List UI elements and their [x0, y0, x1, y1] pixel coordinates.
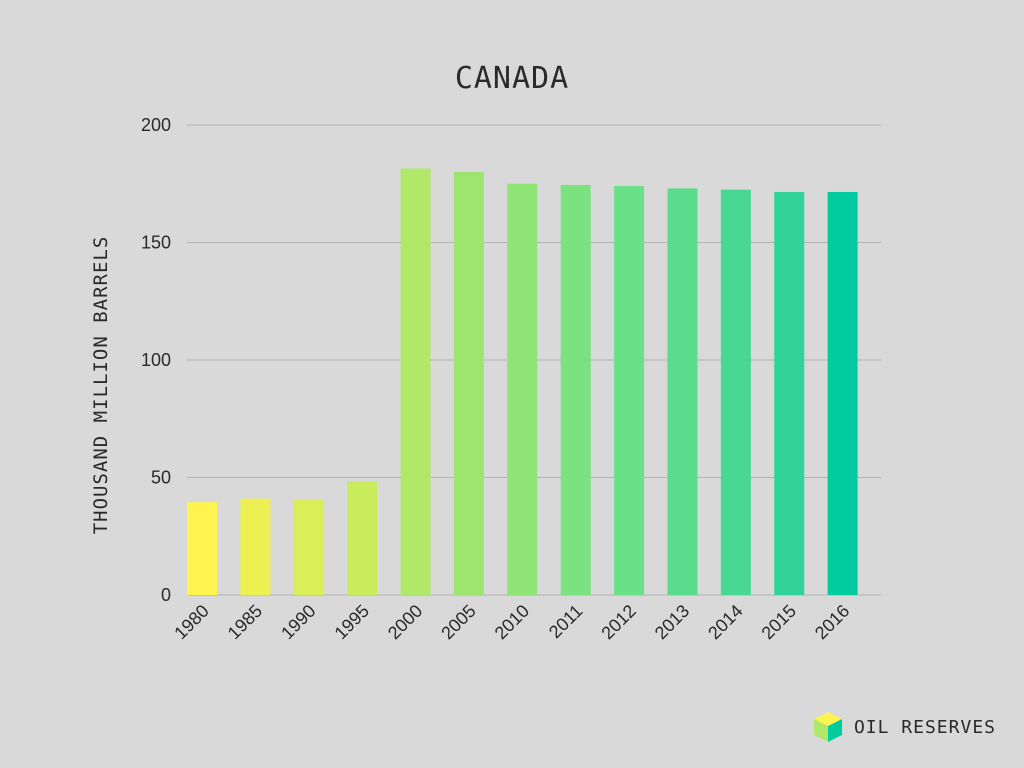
bar-2000: [400, 168, 431, 595]
brand-logo: OIL RESERVES: [812, 710, 996, 744]
y-axis-ticks: 0 50 100 150 200: [141, 115, 171, 605]
x-tick-label-1990: 1990: [277, 601, 319, 643]
x-tick-label-2015: 2015: [758, 601, 800, 643]
y-axis-label: THOUSAND MILLION BARRELS: [90, 236, 112, 535]
bar-2015: [774, 191, 805, 595]
bar-2014: [720, 189, 751, 595]
bar-2013: [667, 188, 698, 595]
x-tick-label-2016: 2016: [811, 601, 853, 643]
chart-title: CANADA: [455, 61, 569, 96]
x-tick-label-1995: 1995: [331, 601, 373, 643]
y-tick-label: 150: [141, 233, 171, 253]
x-tick-label-1985: 1985: [224, 601, 266, 643]
x-tick-label-2005: 2005: [437, 601, 479, 643]
x-tick-label-2014: 2014: [704, 601, 746, 643]
bar-1985: [240, 498, 271, 595]
y-tick-label: 100: [141, 350, 171, 370]
bar-2016: [827, 191, 858, 595]
x-tick-label-2013: 2013: [651, 601, 693, 643]
bar-2005: [453, 172, 484, 595]
bar-1980: [187, 502, 217, 595]
y-tick-label: 200: [141, 115, 171, 135]
y-tick-label: 0: [161, 585, 171, 605]
x-tick-label-2012: 2012: [597, 601, 639, 643]
y-tick-label: 50: [151, 468, 171, 488]
brand-name: OIL RESERVES: [853, 716, 996, 738]
bar-2010: [507, 183, 538, 595]
x-tick-label-2011: 2011: [545, 601, 587, 643]
bar-1990: [293, 499, 324, 595]
cube-icon: [813, 712, 842, 742]
x-axis-ticks: 1980 1985 1990 1995 2000 2005 2010 2011 2012 2013…: [170, 601, 853, 643]
bars: [187, 168, 858, 596]
bar-2012: [614, 186, 645, 595]
bar-2011: [560, 184, 591, 596]
x-tick-label-1980: 1980: [170, 601, 212, 643]
x-tick-label-2010: 2010: [491, 601, 533, 643]
x-tick-label-2000: 2000: [384, 601, 426, 643]
bar-1995: [347, 481, 378, 595]
